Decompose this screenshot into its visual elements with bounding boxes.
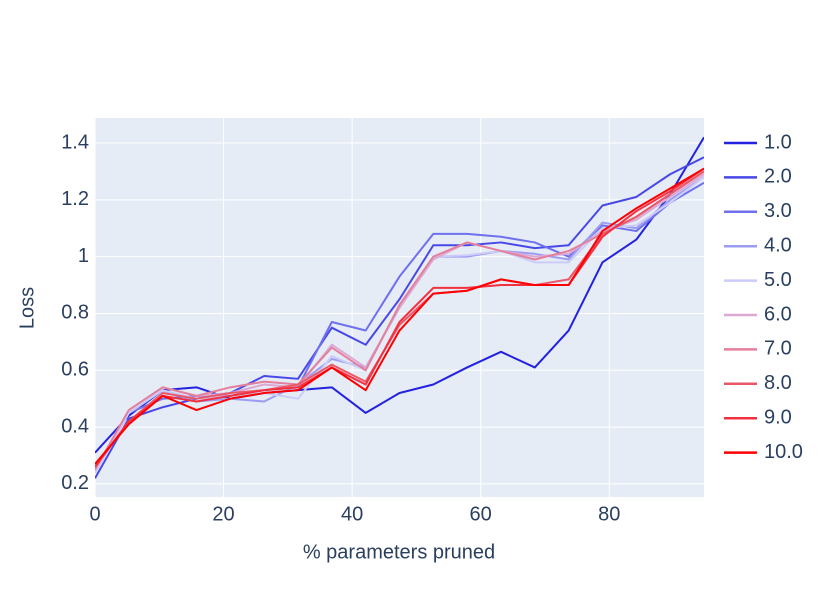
y-axis-label: Loss: [16, 287, 38, 329]
y-tick-label: 0.2: [61, 472, 89, 494]
legend-label: 2.0: [764, 166, 792, 188]
y-tick-label: 0.4: [61, 415, 89, 437]
legend-label: 7.0: [764, 338, 792, 360]
legend-label: 5.0: [764, 269, 792, 291]
x-tick-label: 20: [212, 503, 234, 525]
y-tick-label: 0.8: [61, 302, 89, 324]
series-line: [95, 136, 704, 454]
y-tick-label: 0.6: [61, 359, 89, 381]
legend-label: 10.0: [764, 441, 803, 463]
legend-label: 3.0: [764, 200, 792, 222]
y-tick-label: 1.2: [61, 188, 89, 210]
legend-label: 8.0: [764, 372, 792, 394]
legend-label: 4.0: [764, 234, 792, 256]
x-tick-label: 60: [470, 503, 492, 525]
legend-label: 6.0: [764, 303, 792, 325]
x-tick-label: 0: [89, 503, 100, 525]
x-tick-label: 80: [598, 503, 620, 525]
x-axis-label: % parameters pruned: [303, 541, 495, 563]
series-line: [95, 167, 704, 468]
series-line: [95, 170, 704, 468]
legend-label: 9.0: [764, 406, 792, 428]
series-line: [95, 167, 704, 465]
y-tick-label: 1.4: [61, 131, 89, 153]
legend-label: 1.0: [764, 131, 792, 153]
x-tick-label: 40: [341, 503, 363, 525]
y-tick-label: 1: [78, 245, 89, 267]
